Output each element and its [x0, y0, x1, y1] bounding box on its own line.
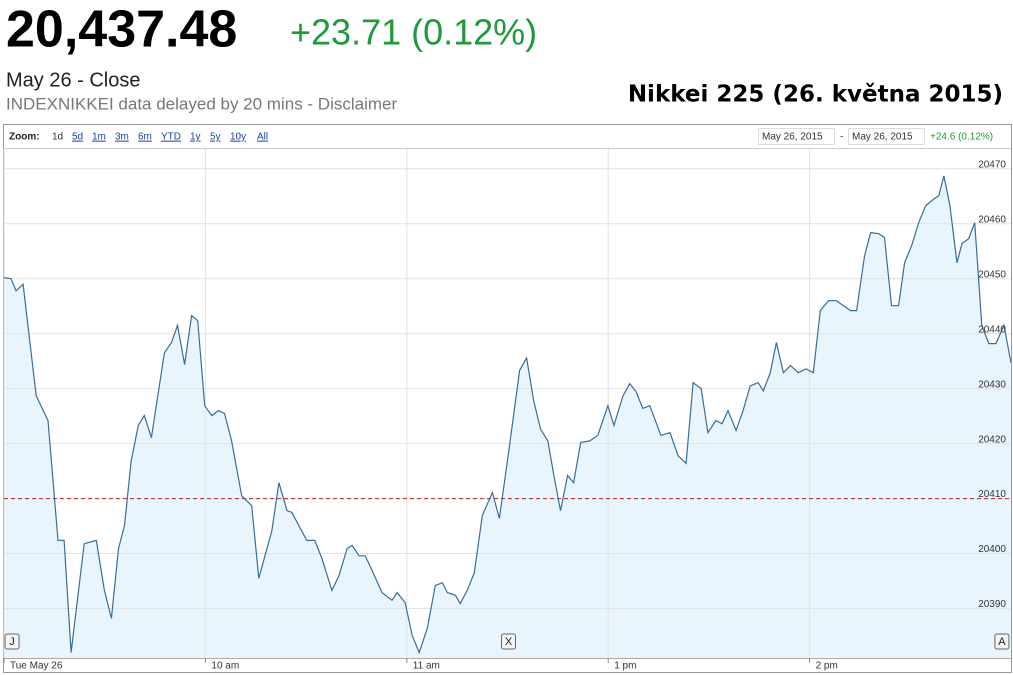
y-tick-label: 20390: [978, 599, 1006, 610]
range-box: [758, 128, 835, 145]
y-tick-label: 20460: [978, 214, 1006, 225]
line: [3, 175, 1012, 655]
y-tick-label: 20450: [978, 269, 1006, 280]
flag[interactable]: [4, 633, 20, 650]
x-tick-label: 2 pm: [816, 661, 838, 672]
range-start: May 26, 2015: [762, 132, 823, 143]
zoom-option[interactable]: 5y: [210, 132, 221, 143]
zoom-option[interactable]: All: [257, 132, 268, 143]
zoom-option[interactable]: 1m: [92, 132, 106, 143]
range-change: +24.6 (0.12%): [930, 132, 993, 143]
chart-title: Nikkei 225 (26. května 2015): [628, 82, 1003, 108]
zoom-option[interactable]: 5d: [72, 132, 83, 143]
zoom-option[interactable]: 1y: [190, 132, 201, 143]
area: [4, 175, 1011, 658]
y-tick-label: 20400: [978, 544, 1006, 555]
y-tick-label: 20410: [978, 489, 1006, 500]
flag-label: A: [998, 636, 1006, 648]
price-change: +23.71 (0.12%): [290, 12, 537, 53]
data-source: INDEXNIKKEI data delayed by 20 mins - Di…: [6, 94, 397, 113]
y-tick-label: 20440: [978, 324, 1006, 335]
zoom-option[interactable]: 1d: [52, 132, 63, 143]
zoom-option[interactable]: 3m: [115, 132, 129, 143]
price: 20,437.48: [6, 1, 237, 59]
range-separator: -: [840, 132, 843, 143]
range-box: [848, 128, 925, 145]
x-tick-label: 10 am: [211, 661, 239, 672]
flag-label: J: [9, 636, 15, 648]
flag[interactable]: [501, 633, 517, 650]
flag-label: X: [505, 636, 513, 648]
market-status: May 26 - Close: [6, 69, 141, 91]
zoom-label: Zoom:: [9, 132, 40, 143]
y-tick-label: 20430: [978, 379, 1006, 390]
zoom-option[interactable]: 6m: [138, 132, 152, 143]
zoom-option[interactable]: YTD: [161, 132, 181, 143]
y-tick-label: 20470: [978, 159, 1006, 170]
range-end: May 26, 2015: [852, 132, 913, 143]
x-tick-label: 11 am: [413, 661, 440, 672]
flag[interactable]: [994, 633, 1010, 650]
zoom-option[interactable]: 10y: [230, 132, 246, 143]
y-tick-label: 20420: [978, 434, 1006, 445]
x-tick-label: 1 pm: [614, 661, 636, 672]
x-tick-label: Tue May 26: [10, 661, 63, 672]
